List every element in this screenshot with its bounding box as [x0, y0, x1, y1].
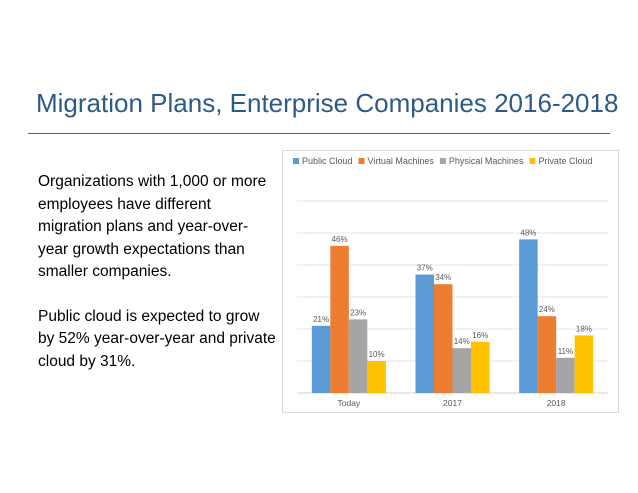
chart-bar: [434, 284, 453, 393]
x-tick-label: 2018: [547, 398, 566, 408]
data-label: 48%: [520, 228, 536, 237]
data-label: 14%: [454, 337, 470, 346]
chart-bar: [537, 316, 557, 393]
migration-bar-chart: Public Cloud Virtual Machines Physical Mac…: [282, 150, 619, 413]
chart-bar: [415, 274, 434, 393]
legend-label: Public Cloud: [302, 156, 353, 166]
legend-label: Physical Machines: [449, 156, 524, 166]
legend-swatch: [529, 158, 536, 164]
paragraph-enterprise-plans: Organizations with 1,000 or more employe…: [38, 173, 267, 280]
chart-bar: [471, 341, 490, 393]
legend-label: Virtual Machines: [368, 156, 435, 166]
chart-bar: [330, 245, 349, 393]
x-tick-label: 2017: [443, 398, 462, 408]
data-label: 16%: [472, 331, 488, 340]
paragraph-growth-expectations: Public cloud is expected to grow by 52% …: [38, 307, 276, 370]
data-label: 34%: [435, 273, 451, 282]
data-label: 21%: [313, 315, 329, 324]
chart-canvas: Public Cloud Virtual Machines Physical Mac…: [293, 156, 608, 408]
data-label: 23%: [350, 308, 366, 317]
data-label: 24%: [539, 305, 555, 314]
chart-bar: [519, 239, 538, 393]
legend-label: Private Cloud: [538, 156, 592, 166]
body-text: Organizations with 1,000 or more employe…: [38, 171, 278, 395]
chart-bar: [556, 357, 575, 393]
x-tick-label: Today: [337, 398, 360, 408]
legend-swatch: [358, 158, 365, 164]
data-label: 11%: [558, 347, 573, 356]
data-label: 37%: [417, 264, 433, 273]
chart-bar: [452, 348, 471, 393]
title-divider: [28, 133, 610, 134]
data-label: 10%: [369, 350, 385, 359]
chart-bar: [348, 319, 368, 393]
chart-bar: [367, 361, 386, 393]
data-label: 46%: [332, 235, 348, 244]
legend-swatch: [293, 158, 299, 164]
legend-swatch: [439, 158, 446, 164]
chart-bar: [574, 335, 594, 393]
chart-bar: [311, 325, 331, 393]
data-label: 18%: [576, 324, 592, 333]
slide-title: Migration Plans, Enterprise Companies 20…: [36, 88, 619, 118]
